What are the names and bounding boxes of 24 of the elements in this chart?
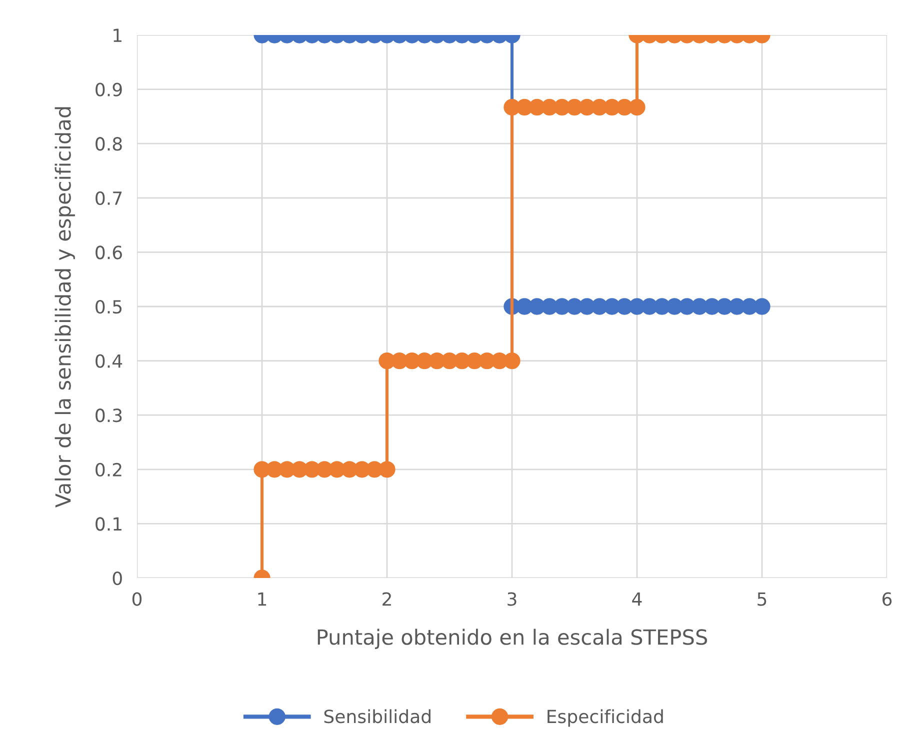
y-tick-label: 0.3 [96, 408, 122, 422]
legend-label: Sensibilidad [324, 709, 430, 724]
point [754, 298, 770, 315]
x-tick-label: 2 [382, 592, 391, 606]
y-tick-label: 0.1 [96, 517, 122, 531]
x-tick-label: 1 [258, 592, 266, 606]
point [504, 352, 520, 370]
y-tick-label: 0.7 [96, 191, 122, 206]
y-tick-label: 0.8 [96, 137, 122, 151]
y-axis-title: Valor de la sensibilidad y especificidad [54, 107, 75, 508]
x-tick-label: 5 [758, 592, 766, 606]
x-axis-title: Puntaje obtenido en la escala STEPSS [318, 628, 707, 649]
y-tick-label: 0 [112, 571, 122, 586]
y-tick-label: 0.6 [96, 246, 122, 260]
x-tick-label: 0 [132, 592, 142, 606]
y-tick-label: 0.9 [96, 82, 122, 96]
legend-label: Especificidad [548, 709, 663, 727]
y-tick-label: 0.5 [96, 300, 122, 314]
x-tick-label: 3 [508, 592, 516, 606]
x-tick-label: 6 [882, 592, 892, 606]
y-tick-label: 0.2 [96, 462, 122, 477]
y-tick-label: 0.4 [96, 354, 122, 368]
x-tick-label: 4 [632, 592, 642, 606]
y-tick-label: 1 [114, 28, 122, 42]
